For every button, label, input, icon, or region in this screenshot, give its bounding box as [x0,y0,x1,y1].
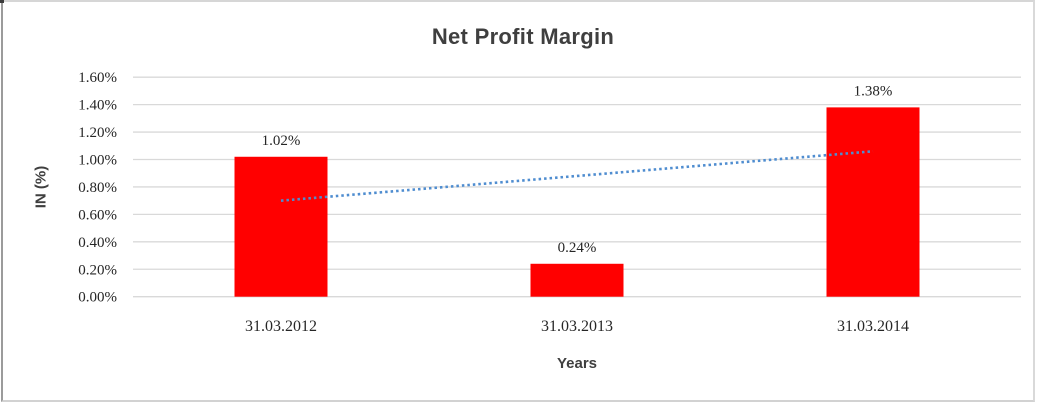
y-tick-label: 1.00% [78,153,117,169]
y-tick-label: 0.00% [78,290,117,306]
y-tick-label: 1.60% [78,70,117,86]
y-tick-label: 0.40% [78,235,117,251]
x-category-label: 31.03.2012 [245,318,317,335]
bar [826,107,920,297]
x-category-label: 31.03.2014 [837,318,909,335]
bar-data-label: 1.38% [854,83,893,99]
y-tick-label: 0.20% [78,262,117,278]
x-axis-title: Years [556,355,598,372]
y-tick-label: 0.60% [78,207,117,223]
bar-data-label: 1.02% [262,133,301,149]
y-axis-title: IN (%) [32,165,50,209]
bar-data-label: 0.24% [558,240,597,256]
chart-title: Net Profit Margin [431,24,615,49]
bar [530,263,624,297]
y-tick-label: 1.20% [78,125,117,141]
trendline [280,149,874,202]
bar [234,156,328,297]
corner-notch [0,0,4,3]
y-tick-label: 0.80% [78,180,117,196]
x-category-label: 31.03.2013 [541,318,613,335]
y-tick-label: 1.40% [78,98,117,114]
